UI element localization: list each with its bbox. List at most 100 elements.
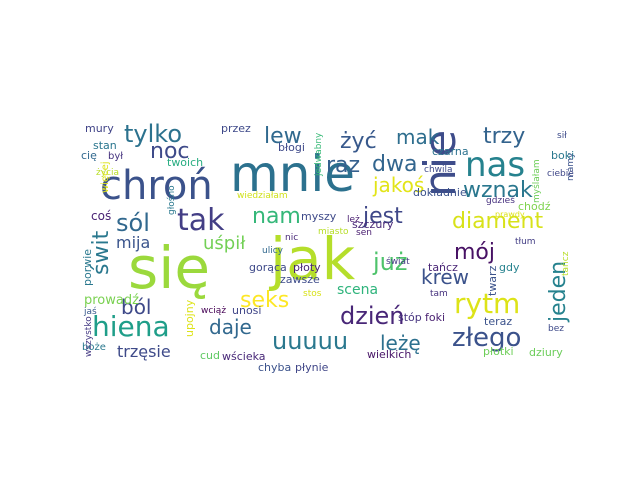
cloud-word: nas [465, 145, 525, 185]
cloud-word: boki [551, 149, 574, 162]
cloud-word: uuuuu [272, 327, 348, 355]
cloud-word: dwa [372, 152, 417, 177]
cloud-word: jak [268, 225, 356, 293]
cloud-word: tam [430, 289, 448, 299]
cloud-word: złego [452, 323, 521, 353]
cloud-word: stóp [398, 311, 422, 324]
cloud-word: ból [121, 295, 152, 319]
cloud-word: tak [177, 203, 225, 238]
cloud-word: chodź [518, 200, 551, 213]
cloud-word: wznak [463, 178, 533, 203]
cloud-word: jedwabny [314, 132, 324, 177]
cloud-word: teraz [484, 315, 512, 328]
cloud-word: już [372, 248, 407, 276]
cloud-word: gorąca [249, 261, 287, 274]
cloud-word: płynie [295, 361, 329, 374]
cloud-word: mój [454, 240, 495, 265]
cloud-word: cię [81, 149, 97, 162]
cloud-word: boże [82, 342, 106, 353]
cloud-word: myślałam [531, 159, 542, 203]
cloud-word: dokładnie [413, 186, 467, 199]
cloud-word: raz [326, 153, 360, 178]
cloud-word: uśpił [203, 233, 246, 254]
cloud-word: coś [91, 209, 111, 223]
cloud-word: jakoś [372, 173, 424, 197]
cloud-word: noc [150, 139, 190, 164]
cloud-word: dzień [340, 302, 404, 330]
cloud-word: nic [285, 233, 298, 243]
cloud-word: chwila [424, 165, 453, 175]
cloud-word: wścieka [222, 350, 266, 363]
cloud-word: daje [209, 315, 252, 339]
cloud-word: cud [200, 349, 220, 362]
cloud-word: twarz [486, 265, 499, 296]
cloud-word: myszy [301, 210, 337, 223]
cloud-word: tylko [124, 120, 182, 148]
cloud-word: wiedziałam [237, 191, 288, 201]
cloud-word: diament [452, 209, 543, 234]
cloud-word: wielkich [367, 348, 411, 361]
cloud-word: mamy [566, 152, 576, 181]
cloud-word: tańcz [428, 261, 458, 274]
cloud-word: seks [240, 288, 289, 313]
cloud-word: leż [347, 215, 360, 225]
cloud-word: unosi [232, 304, 261, 317]
cloud-word: twoich [167, 156, 203, 169]
cloud-word: nam [252, 204, 301, 229]
cloud-word: stan [93, 139, 117, 152]
cloud-word: więcej [100, 161, 111, 193]
cloud-word: dziury [529, 346, 563, 359]
cloud-word: głośno [166, 185, 177, 215]
cloud-word: mija [116, 233, 150, 252]
cloud-word: gdzieś [486, 195, 515, 206]
cloud-word: sił [557, 131, 567, 141]
cloud-word: jest [362, 204, 403, 229]
cloud-word: porwie [81, 249, 94, 286]
cloud-word: lew [264, 124, 302, 149]
cloud-word: ulicy [262, 246, 284, 256]
cloud-word: trzy [483, 124, 525, 149]
cloud-word: był [108, 151, 123, 162]
cloud-word: chroń [100, 163, 213, 209]
cloud-word: stos [303, 289, 322, 299]
cloud-word: bez [548, 324, 564, 334]
cloud-word: zawsze [280, 273, 320, 286]
cloud-word: chyba [258, 361, 291, 374]
cloud-word: ciebie [547, 169, 574, 179]
cloud-word: błogi [278, 141, 305, 154]
cloud-word: nie [415, 130, 466, 197]
cloud-word: szczury [352, 218, 394, 231]
cloud-word: płotki [483, 345, 514, 358]
cloud-word: mak [396, 125, 440, 149]
cloud-word: prowadź [84, 293, 139, 308]
cloud-word: wszystko [84, 316, 94, 357]
cloud-word: hiena [92, 310, 170, 343]
cloud-word: sen [356, 228, 372, 238]
cloud-word: jeden [546, 261, 571, 323]
cloud-word: foki [425, 311, 445, 324]
cloud-word: czarna [432, 145, 469, 158]
cloud-word: miasto [318, 227, 349, 237]
cloud-word: życia [96, 168, 119, 178]
cloud-word: scena [337, 282, 378, 298]
cloud-word: wciąż [201, 306, 226, 316]
cloud-word: jaś [83, 306, 97, 317]
cloud-word: upojny [183, 299, 196, 337]
cloud-word: świt [89, 230, 114, 275]
cloud-word: gdy [499, 261, 520, 274]
cloud-word: trzęsie [117, 342, 171, 361]
cloud-word: sól [116, 209, 150, 237]
cloud-word: leżę [380, 331, 421, 355]
cloud-word: tańcz [561, 251, 571, 276]
cloud-word: płoty [293, 261, 321, 274]
cloud-word: mnie [230, 145, 355, 203]
cloud-word: tłum [515, 237, 536, 247]
cloud-word: mury [85, 122, 114, 135]
cloud-word: rytm [454, 287, 520, 320]
cloud-word: żyć [340, 129, 377, 154]
cloud-word: przez [221, 122, 251, 135]
cloud-word: się [128, 234, 210, 302]
cloud-word: prawdy [495, 210, 525, 219]
cloud-word: świat [386, 256, 410, 267]
